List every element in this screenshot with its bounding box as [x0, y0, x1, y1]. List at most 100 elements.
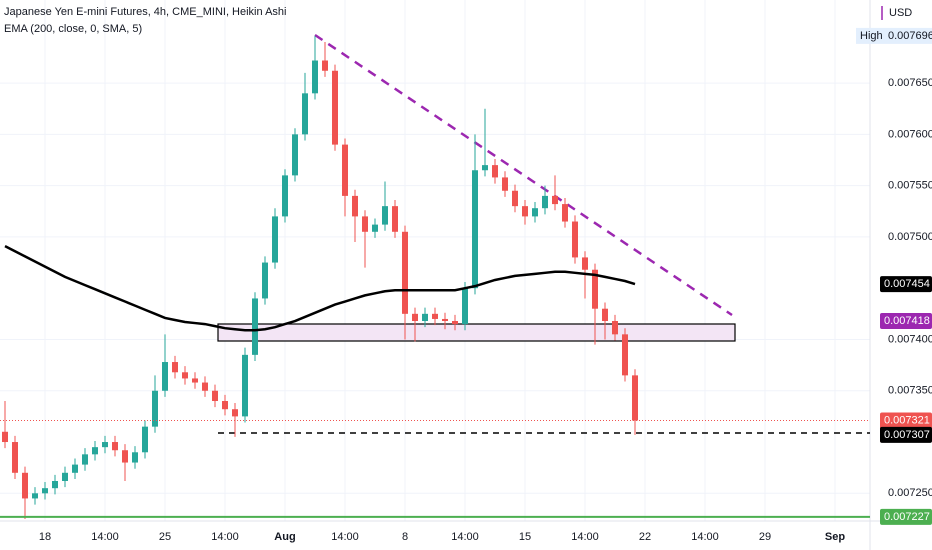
x-tick-label: 14:00 — [691, 531, 719, 543]
candle-body — [582, 257, 588, 270]
candle-body — [172, 362, 178, 373]
candle-body — [82, 454, 88, 465]
candle-body — [22, 472, 28, 499]
candle-body — [242, 354, 248, 417]
candle-body — [232, 409, 238, 417]
candle-body — [542, 195, 548, 209]
price-badge-label: 0.007227 — [884, 511, 930, 523]
x-tick-label: 14:00 — [451, 531, 479, 543]
candle-body — [102, 442, 108, 448]
price-badge-label: 0.007321 — [884, 414, 930, 426]
price-badge — [880, 276, 932, 293]
candle-body — [492, 165, 498, 178]
candle-body — [462, 288, 468, 325]
candle-body — [132, 452, 138, 463]
candle-body — [392, 206, 398, 232]
candle-body — [292, 134, 298, 176]
candle-body — [622, 334, 628, 376]
candle-body — [472, 170, 478, 289]
candle-body — [482, 165, 488, 171]
candle-body — [272, 216, 278, 263]
candle-body — [592, 269, 598, 309]
indicator-label: EMA (200, close, 0, SMA, 5) — [4, 23, 142, 35]
x-tick-label: 18 — [39, 531, 51, 543]
x-tick-label: 14:00 — [571, 531, 599, 543]
candle-body — [452, 321, 458, 325]
price-badge-label: 0.007418 — [884, 315, 930, 327]
x-tick-label: 29 — [759, 531, 771, 543]
candle-body — [552, 195, 558, 205]
candle-body — [202, 382, 208, 391]
candle-body — [402, 231, 408, 314]
price-badge — [880, 426, 932, 443]
x-tick-label: Sep — [825, 531, 845, 543]
candle-body — [512, 190, 518, 207]
x-tick-label: 25 — [159, 531, 171, 543]
x-tick-label: 14:00 — [331, 531, 359, 543]
y-tick-label: 0.007250 — [888, 487, 932, 499]
candle-body — [322, 60, 328, 71]
candle-body — [372, 224, 378, 232]
candle-body — [12, 442, 18, 473]
candle-body — [302, 93, 308, 135]
y-tick-label: 0.007400 — [888, 333, 932, 345]
high-value: 0.007696 — [888, 30, 932, 42]
candle-body — [32, 493, 38, 499]
candle-body — [112, 442, 118, 451]
candle-body — [612, 321, 618, 335]
price-badge — [880, 313, 932, 330]
price-badge — [880, 508, 932, 525]
candle-body — [222, 401, 228, 410]
x-tick-label: 8 — [402, 531, 408, 543]
candle-body — [42, 488, 48, 494]
candle-body — [2, 431, 8, 443]
currency: USD — [889, 7, 912, 19]
candle-body — [352, 195, 358, 217]
candle-body — [412, 313, 418, 322]
candle-body — [342, 144, 348, 196]
candle-body — [162, 362, 168, 391]
y-tick-label: 0.007600 — [888, 128, 932, 140]
ema-line — [4, 245, 636, 332]
candle-body — [142, 426, 148, 453]
x-tick-label: 22 — [639, 531, 651, 543]
candle-body — [362, 216, 368, 232]
candle-body — [262, 262, 268, 299]
y-tick-label: 0.007550 — [888, 180, 932, 192]
candle-body — [332, 70, 338, 145]
candle-body — [212, 390, 218, 402]
marks — [0, 35, 870, 519]
candle-body — [182, 372, 188, 379]
candle-body — [602, 308, 608, 322]
candle-body — [282, 175, 288, 217]
candle-body — [122, 450, 128, 463]
candle-body — [532, 208, 538, 217]
candle-body — [72, 464, 78, 473]
candle-body — [632, 375, 638, 421]
x-tick-label: 15 — [519, 531, 531, 543]
high-label: High — [860, 30, 883, 42]
candle-body — [152, 390, 158, 427]
candle-body — [52, 481, 58, 489]
candle-body — [252, 298, 258, 355]
candle-body — [432, 313, 438, 319]
y-tick-label: 0.007650 — [888, 77, 932, 89]
candle-body — [62, 472, 68, 482]
x-tick-label: 14:00 — [91, 531, 119, 543]
candle-body — [312, 60, 318, 94]
high-badge — [856, 27, 932, 44]
x-tick-label: Aug — [274, 531, 295, 543]
chart-title: Japanese Yen E-mini Futures, 4h, CME_MIN… — [4, 6, 286, 18]
candle-body — [382, 206, 388, 225]
y-tick-label: 0.007350 — [888, 385, 932, 397]
candle-body — [522, 206, 528, 217]
candle-body — [562, 204, 568, 222]
trend-line — [314, 33, 733, 317]
y-tick-label: 0.007500 — [888, 231, 932, 243]
price-badge-label: 0.007454 — [884, 278, 930, 290]
candle-body — [502, 177, 508, 191]
support-zone — [217, 323, 736, 342]
candle-body — [92, 447, 98, 455]
